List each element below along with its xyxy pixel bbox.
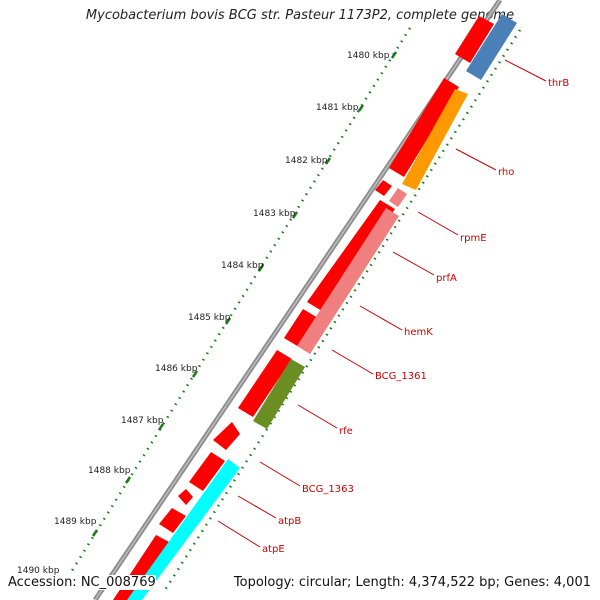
gene-fwd-3 (375, 180, 392, 196)
genome-info: Topology: circular; Length: 4,374,522 bp… (233, 575, 591, 590)
kbp-label: 1483 kbp (253, 209, 296, 219)
gene-fwd-8 (189, 452, 225, 491)
gene-fwd-7 (213, 422, 240, 450)
kbp-label: 1490 kbp (17, 566, 60, 576)
gene-fwd-6 (238, 350, 292, 417)
kbp-label: 1486 kbp (155, 364, 198, 374)
gene-prfA-hemK (297, 208, 399, 354)
gene-fwd-2 (389, 78, 459, 177)
gene-label-rfe: rfe (339, 426, 353, 437)
gene-thrB (466, 14, 517, 80)
inner-tick-track (163, 29, 522, 591)
gene-leader-lines (217, 59, 547, 548)
gene-label-thrB: thrB (548, 78, 569, 89)
gene-label-hemK: hemK (404, 327, 433, 338)
kbp-label: 1484 kbp (221, 261, 264, 271)
gene-label-rho: rho (498, 167, 514, 178)
kbp-ruler-track (58, 27, 412, 591)
gene-label-prfA: prfA (436, 273, 457, 284)
gene-fwd-1 (455, 16, 494, 63)
map-title: Mycobacterium bovis BCG str. Pasteur 117… (85, 8, 515, 23)
accession-label: Accession: NC_008769 (8, 575, 156, 590)
gene-fwd-9 (178, 489, 193, 505)
gene-rho (402, 89, 468, 190)
gene-atp-operon (127, 459, 240, 600)
kbp-label: 1481 kbp (316, 103, 359, 113)
gene-fwd-4 (307, 200, 395, 311)
kbp-ticks (91, 51, 398, 537)
gene-label-atpE: atpE (262, 544, 285, 555)
kbp-label: 1489 kbp (54, 517, 97, 527)
gene-rfe (253, 359, 305, 429)
kbp-label: 1480 kbp (347, 51, 390, 61)
gene-label-rpmE: rpmE (460, 233, 487, 244)
forward-strand (113, 16, 494, 600)
gene-fwd-10 (159, 508, 186, 533)
gene-label-atpB: atpB (278, 516, 301, 527)
gene-fwd-5 (284, 309, 318, 347)
kbp-label: 1488 kbp (88, 466, 131, 476)
kbp-label: 1485 kbp (188, 313, 231, 323)
gene-label-BCG_1361: BCG_1361 (375, 371, 427, 382)
kbp-label: 1482 kbp (285, 156, 328, 166)
gene-rpmE (389, 188, 407, 207)
gene-label-BCG_1363: BCG_1363 (302, 484, 354, 495)
kbp-label: 1487 kbp (121, 416, 164, 426)
